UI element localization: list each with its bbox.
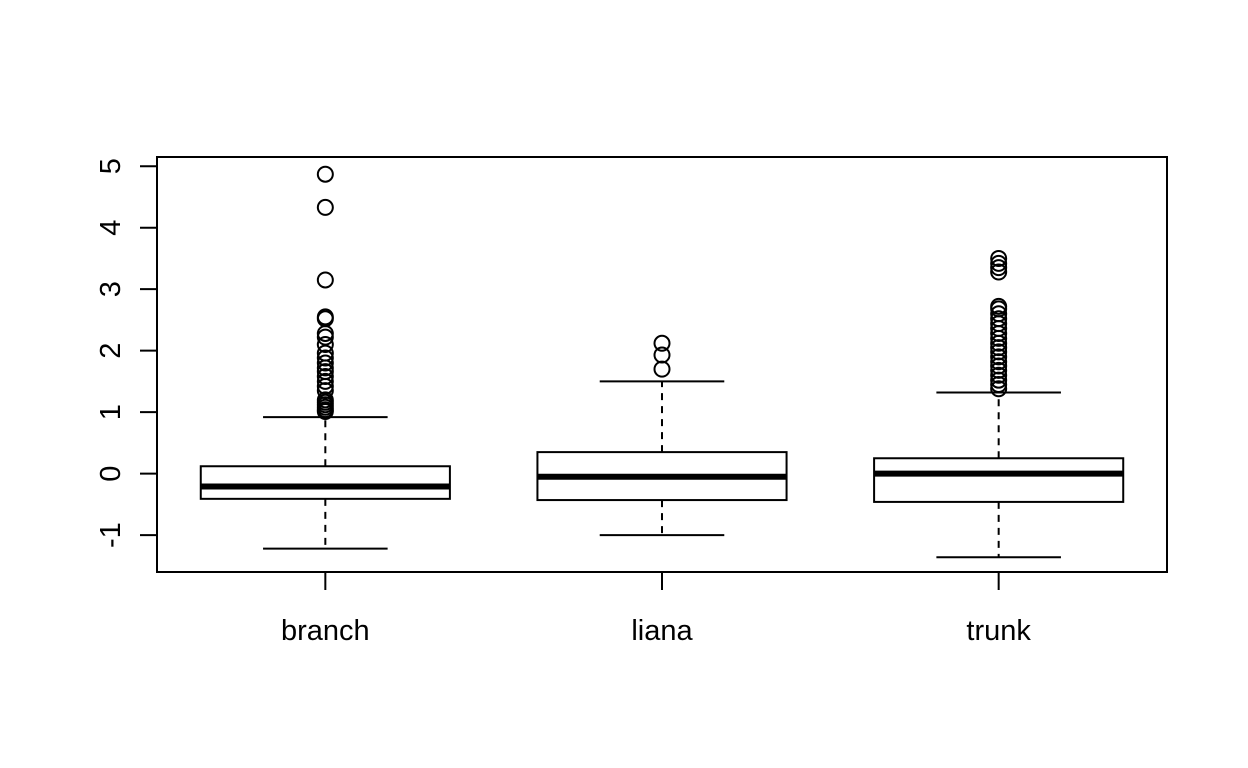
box-trunk (873, 249, 1125, 559)
outlier-point (653, 346, 671, 364)
outlier-point (990, 348, 1008, 366)
outlier-point (316, 372, 334, 390)
outlier-point (316, 336, 334, 354)
y-axis: -1 0 1 2 3 4 5 (95, 158, 158, 548)
outlier-point (990, 263, 1008, 281)
outlier-point (990, 310, 1008, 328)
box-liana (536, 334, 788, 537)
x-tick-label: liana (631, 615, 693, 647)
outlier-point (316, 271, 334, 289)
iqr-box (873, 457, 1125, 503)
outlier-point (316, 367, 334, 385)
x-tick-label: branch (281, 615, 370, 647)
x-axis: branch liana trunk (281, 572, 1031, 647)
outlier-point (316, 165, 334, 183)
outlier-point (653, 334, 671, 352)
outlier-point (990, 343, 1008, 361)
box-branch (199, 165, 451, 550)
outlier-point (990, 305, 1008, 323)
outlier-point (990, 361, 1008, 379)
outlier-point (316, 354, 334, 372)
y-tick-label: 4 (95, 220, 127, 236)
outlier-point (316, 324, 334, 342)
outlier-point (316, 349, 334, 367)
outlier-point (316, 308, 334, 326)
outlier-point (316, 391, 334, 409)
y-tick-label: 3 (95, 281, 127, 297)
outlier-point (990, 254, 1008, 272)
y-tick-label: 2 (95, 343, 127, 359)
outlier-point (990, 380, 1008, 398)
box-group (199, 165, 1125, 559)
outlier-point (990, 297, 1008, 315)
y-tick-label: 0 (95, 466, 127, 482)
outlier-point (990, 249, 1008, 267)
y-tick-label: 5 (95, 158, 127, 174)
y-tick-label: 1 (95, 404, 127, 420)
iqr-box (199, 465, 451, 500)
outlier-point (990, 366, 1008, 384)
outlier-point (653, 360, 671, 378)
x-tick-label: trunk (966, 615, 1031, 647)
y-tick-label: -1 (95, 522, 127, 548)
outlier-point (990, 259, 1008, 277)
outlier-point (316, 198, 334, 216)
plot-frame (156, 156, 1168, 573)
